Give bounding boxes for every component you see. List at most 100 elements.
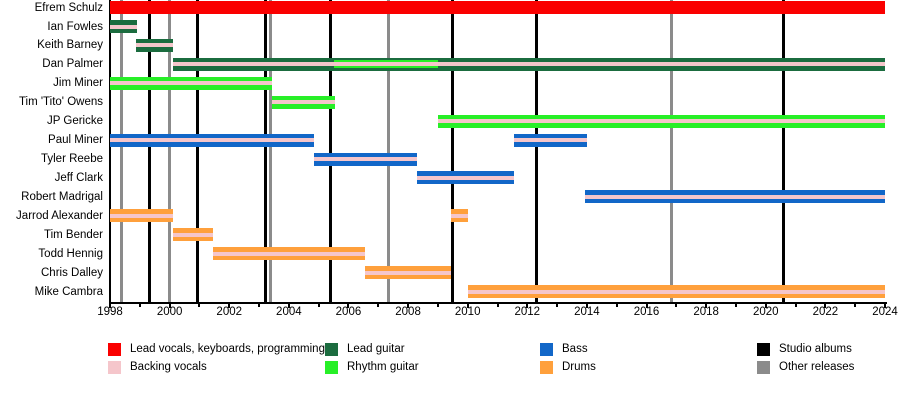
member-label-tyler-reebe: Tyler Reebe bbox=[40, 153, 103, 166]
major-tick bbox=[884, 304, 886, 308]
major-tick bbox=[466, 304, 469, 308]
legend-label-bass: Bass bbox=[562, 343, 588, 355]
bar-paul-miner-bass bbox=[513, 133, 587, 147]
backing-vocals-stripe bbox=[364, 270, 452, 275]
major-tick bbox=[287, 304, 290, 308]
member-label-robert-madrigal: Robert Madrigal bbox=[21, 190, 103, 203]
studio-album-line bbox=[263, 0, 267, 302]
year-label-2022: 2022 bbox=[812, 306, 839, 318]
year-label-2020: 2020 bbox=[752, 306, 779, 318]
bar-ian-fowles-lead-guitar bbox=[110, 20, 137, 34]
major-tick bbox=[168, 304, 171, 308]
legend-label-other: Other releases bbox=[779, 361, 855, 373]
major-tick bbox=[824, 304, 827, 308]
legend-swatch-bass bbox=[540, 342, 553, 356]
member-label-tim-bender: Tim Bender bbox=[43, 228, 103, 241]
backing-vocals-stripe bbox=[110, 81, 273, 86]
minor-tick bbox=[615, 304, 618, 307]
studio-album-line bbox=[782, 0, 786, 302]
year-label-2016: 2016 bbox=[633, 306, 660, 318]
backing-vocals-stripe bbox=[172, 62, 885, 67]
backing-vocals-stripe bbox=[110, 138, 315, 143]
x-axis-line bbox=[109, 302, 887, 304]
major-tick bbox=[705, 304, 708, 308]
minor-tick bbox=[317, 304, 320, 307]
legend-label-studio: Studio albums bbox=[779, 343, 852, 355]
bar-jp-gericke-rhythm-guitar bbox=[437, 114, 885, 128]
member-label-ian-fowles: Ian Fowles bbox=[47, 20, 103, 33]
minor-tick bbox=[198, 304, 201, 307]
member-label-jarrod-alexander: Jarrod Alexander bbox=[16, 209, 103, 222]
backing-vocals-stripe bbox=[467, 289, 885, 294]
plot-area bbox=[110, 0, 885, 302]
bar-tyler-reebe-bass bbox=[314, 152, 417, 166]
bar-dan-palmer-lead-guitar bbox=[172, 57, 885, 71]
other-release-line bbox=[120, 0, 124, 302]
bar-paul-miner-bass bbox=[110, 133, 315, 147]
legend-swatch-lead-guitar bbox=[325, 342, 338, 356]
legend-swatch-drums bbox=[540, 360, 553, 374]
year-label-2012: 2012 bbox=[514, 306, 541, 318]
minor-tick bbox=[734, 304, 737, 307]
member-label-mike-cambra: Mike Cambra bbox=[34, 285, 103, 298]
bar-todd-hennig-drums bbox=[212, 247, 365, 261]
member-label-keith-barney: Keith Barney bbox=[37, 39, 103, 52]
year-label-2018: 2018 bbox=[693, 306, 719, 318]
major-tick bbox=[228, 304, 231, 308]
member-label-tim-tito-owens: Tim 'Tito' Owens bbox=[18, 96, 103, 109]
backing-vocals-stripe bbox=[272, 100, 336, 105]
legend-item-lead-guitar: Lead guitar bbox=[325, 342, 405, 356]
minor-tick bbox=[675, 304, 678, 307]
minor-tick bbox=[436, 304, 439, 307]
minor-tick bbox=[258, 304, 261, 307]
bar-chris-dalley-drums bbox=[364, 266, 452, 280]
major-tick bbox=[764, 304, 767, 308]
backing-vocals-stripe bbox=[585, 194, 885, 199]
member-label-todd-hennig: Todd Hennig bbox=[38, 247, 103, 260]
legend-swatch-studio bbox=[757, 342, 770, 356]
backing-vocals-stripe bbox=[417, 175, 514, 180]
major-tick bbox=[109, 304, 111, 308]
bar-keith-barney-lead-guitar bbox=[135, 38, 173, 52]
minor-tick bbox=[377, 304, 380, 307]
legend-item-lead-vocals: Lead vocals, keyboards, programming bbox=[108, 342, 325, 356]
bar-efrem-schulz-lead-vocals bbox=[110, 1, 885, 15]
year-label-2002: 2002 bbox=[216, 306, 243, 318]
member-label-paul-miner: Paul Miner bbox=[48, 134, 103, 147]
other-release-line bbox=[168, 0, 172, 302]
legend-label-lead-vocals: Lead vocals, keyboards, programming bbox=[130, 343, 325, 355]
bar-tim-tito-owens-rhythm-guitar bbox=[272, 95, 336, 109]
major-tick bbox=[347, 304, 350, 308]
year-label-2008: 2008 bbox=[395, 306, 421, 318]
backing-vocals-stripe bbox=[513, 138, 587, 143]
member-label-jeff-clark: Jeff Clark bbox=[54, 171, 103, 184]
legend-item-studio: Studio albums bbox=[757, 342, 852, 356]
member-label-efrem-schulz: Efrem Schulz bbox=[34, 1, 103, 14]
legend-label-lead-guitar: Lead guitar bbox=[347, 343, 405, 355]
year-label-2006: 2006 bbox=[335, 306, 362, 318]
legend-swatch-rhythm-guitar bbox=[325, 360, 338, 374]
backing-vocals-stripe bbox=[314, 157, 417, 162]
minor-tick bbox=[794, 304, 797, 307]
bar-tim-bender-drums bbox=[172, 228, 213, 242]
year-label-2004: 2004 bbox=[276, 306, 302, 318]
major-tick bbox=[526, 304, 529, 308]
member-label-jim-miner: Jim Miner bbox=[53, 77, 103, 90]
legend-item-rhythm-guitar: Rhythm guitar bbox=[325, 360, 419, 374]
studio-album-line bbox=[534, 0, 538, 302]
bar-jarrod-alexander-drums bbox=[110, 209, 173, 223]
y-axis-line bbox=[109, 0, 111, 304]
backing-vocals-stripe bbox=[135, 43, 173, 48]
legend-swatch-other bbox=[757, 360, 770, 374]
studio-album-line bbox=[147, 0, 151, 302]
legend-item-drums: Drums bbox=[540, 360, 596, 374]
other-release-line bbox=[269, 0, 273, 302]
legend-swatch-lead-vocals bbox=[108, 342, 121, 356]
year-label-2014: 2014 bbox=[574, 306, 600, 318]
legend-item-bass: Bass bbox=[540, 342, 588, 356]
backing-vocals-stripe bbox=[110, 24, 137, 29]
legend-item-other: Other releases bbox=[757, 360, 854, 374]
year-label-1998: 1998 bbox=[97, 306, 123, 318]
minor-tick bbox=[138, 304, 141, 307]
